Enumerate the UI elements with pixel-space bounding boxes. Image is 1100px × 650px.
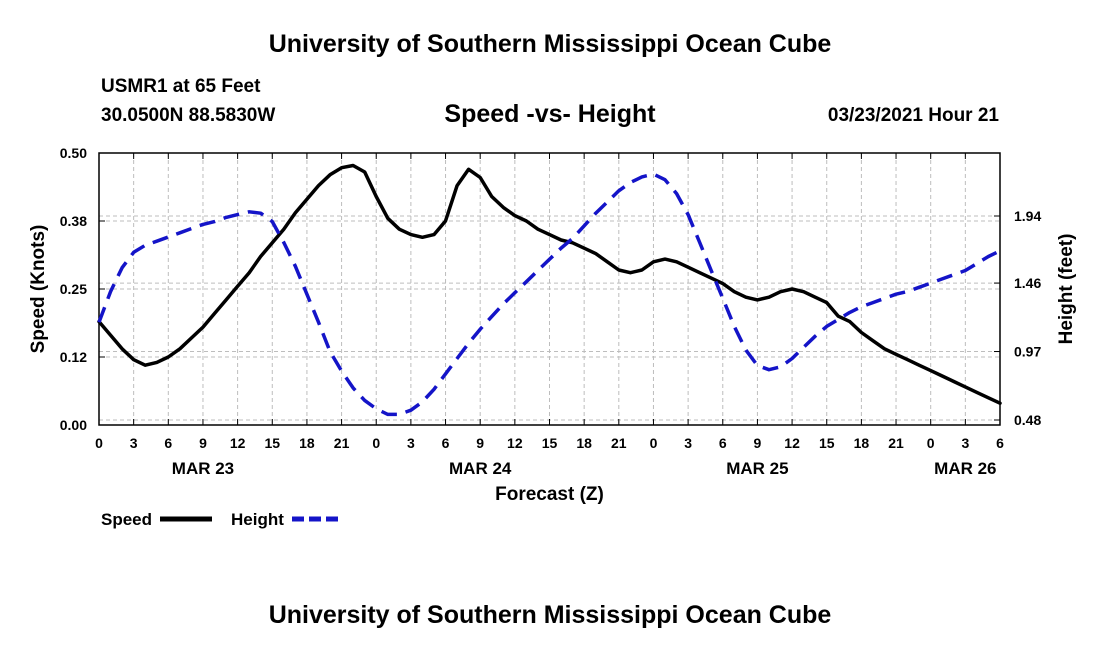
chart-title: Speed -vs- Height	[444, 100, 656, 128]
x-tick-label: 3	[684, 435, 692, 451]
y2-tick-label: 1.94	[1014, 208, 1041, 224]
x-tick-label: 15	[819, 435, 835, 451]
grid-layer	[99, 153, 1000, 425]
coords-label: 30.0500N 88.5830W	[101, 105, 276, 126]
legend-label-height: Height	[231, 510, 284, 529]
date-label: MAR 25	[726, 459, 788, 478]
x-tick-label: 9	[754, 435, 762, 451]
legend-layer: Speed Height	[101, 510, 343, 529]
station-label: USMR1 at 65 Feet	[101, 76, 261, 97]
x-tick-label: 9	[476, 435, 484, 451]
y2-axis-title: Height (feet)	[1056, 234, 1077, 345]
x-tick-label: 12	[230, 435, 246, 451]
y-tick-label: 0.38	[60, 213, 87, 229]
x-tick-label: 3	[130, 435, 138, 451]
series-layer	[97, 163, 1002, 417]
x-tick-label: 6	[164, 435, 172, 451]
x-tick-label: 6	[996, 435, 1004, 451]
speed-series-line	[97, 163, 1002, 405]
top-title: University of Southern Mississippi Ocean…	[268, 30, 832, 58]
y2-tick-label: 0.48	[1014, 412, 1041, 428]
x-tick-label: 0	[927, 435, 935, 451]
x-tick-label: 0	[650, 435, 658, 451]
x-tick-label: 15	[542, 435, 558, 451]
x-tick-label: 21	[888, 435, 904, 451]
x-tick-label: 0	[372, 435, 380, 451]
height-series-line	[97, 172, 1001, 417]
x-tick-label: 9	[199, 435, 207, 451]
x-tick-label: 12	[784, 435, 800, 451]
x-tick-label: 21	[334, 435, 350, 451]
date-label: 03/23/2021 Hour 21	[827, 105, 999, 126]
y-tick-label: 0.50	[60, 145, 87, 161]
x-tick-label: 12	[507, 435, 523, 451]
x-tick-label: 21	[611, 435, 627, 451]
axis-layer	[98, 152, 1001, 426]
date-label: MAR 26	[934, 459, 996, 478]
x-axis-title: Forecast (Z)	[495, 484, 604, 505]
y-tick-label: 0.25	[60, 281, 87, 297]
x-tick-label: 3	[407, 435, 415, 451]
y2-tick-label: 1.46	[1014, 275, 1041, 291]
x-tick-label: 0	[95, 435, 103, 451]
bottom-title: University of Southern Mississippi Ocean…	[268, 601, 832, 629]
y2-tick-label: 0.97	[1014, 344, 1041, 360]
label-layer: 0 3 6 9 12 15 18 21 0 3 6 9 12 15 18 21 0 3 6 9 12 15 18 21 0 3 6M…	[28, 145, 1077, 505]
x-tick-label: 3	[961, 435, 969, 451]
x-tick-label: 18	[299, 435, 315, 451]
date-label: MAR 23	[172, 459, 234, 478]
y-tick-label: 0.12	[60, 349, 87, 365]
x-tick-label: 6	[719, 435, 727, 451]
y-axis-title: Speed (Knots)	[28, 225, 49, 354]
x-tick-label: 18	[576, 435, 592, 451]
x-tick-label: 6	[442, 435, 450, 451]
legend-label-speed: Speed	[101, 510, 152, 529]
y-tick-label: 0.00	[60, 417, 87, 433]
x-tick-label: 15	[264, 435, 280, 451]
date-label: MAR 24	[449, 459, 512, 478]
x-tick-label: 18	[854, 435, 870, 451]
